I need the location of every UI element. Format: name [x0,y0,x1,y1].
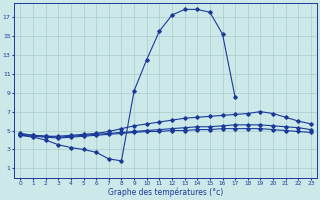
X-axis label: Graphe des températures (°c): Graphe des températures (°c) [108,188,223,197]
